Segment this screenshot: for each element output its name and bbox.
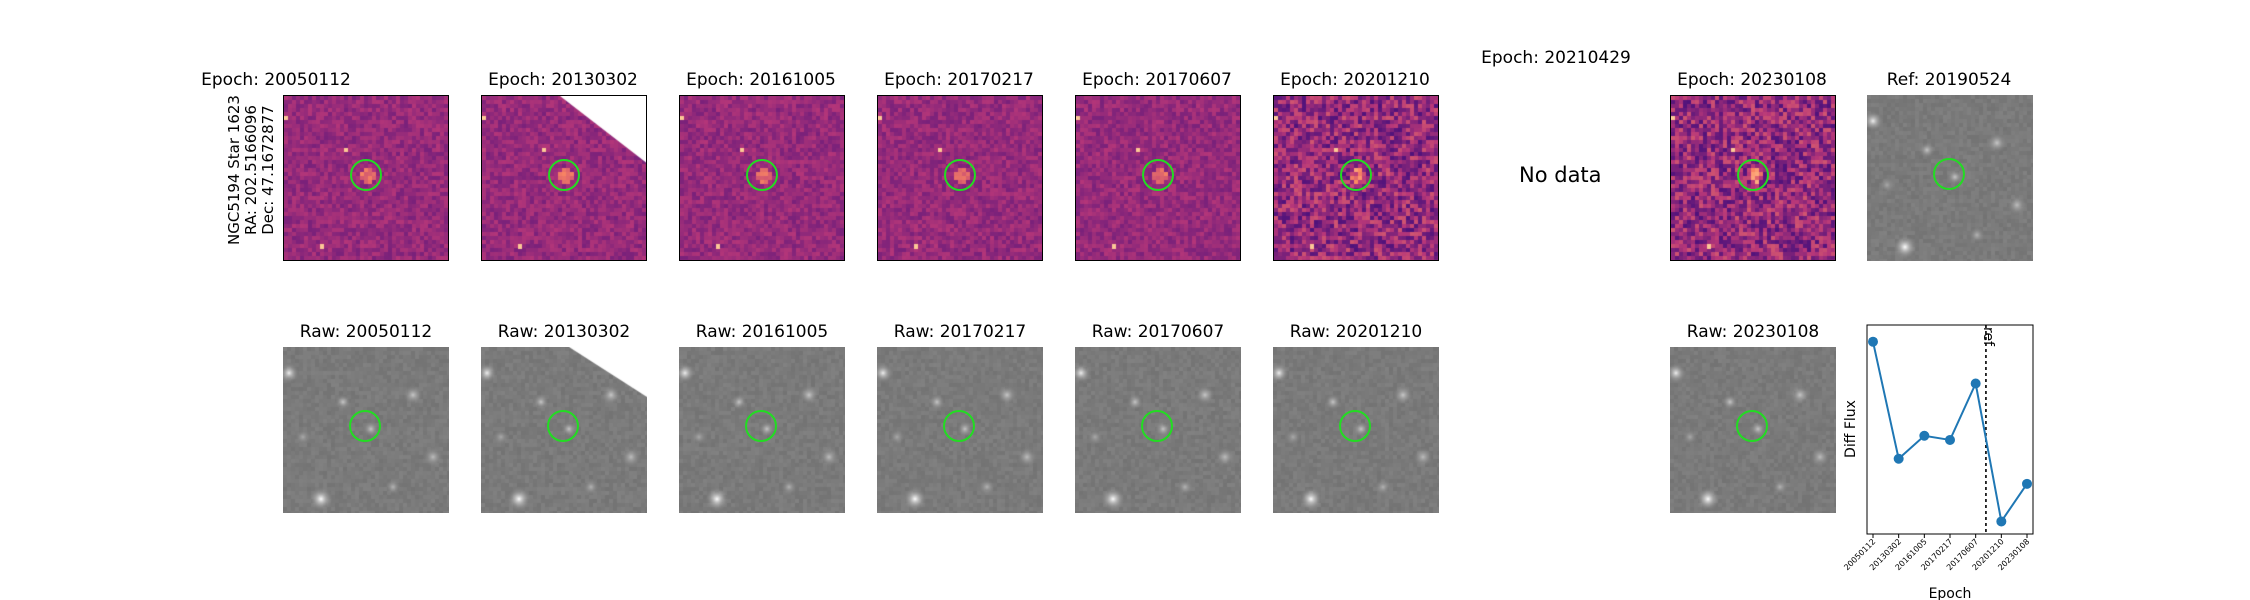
target-circle (746, 159, 778, 191)
diff-title-6: Epoch: 20201210 (1280, 70, 1430, 90)
target-circle (350, 159, 382, 191)
row-label-star: NGC5194 Star 1623 (225, 95, 243, 245)
data-point (1996, 516, 2007, 527)
diff-title-1: Epoch: 20050112 (201, 70, 351, 90)
target-circle (349, 410, 381, 442)
diff-title-7: Epoch: 20210429 (1481, 48, 1631, 68)
raw-image-3 (679, 347, 845, 513)
ref-title: Ref: 20190524 (1886, 70, 2012, 90)
data-point (1868, 336, 1878, 347)
data-point (2022, 478, 2032, 489)
target-circle (944, 159, 976, 191)
raw-image-8 (1670, 347, 1836, 513)
target-circle (1736, 410, 1768, 442)
x-tick-labels: 2005011220130302201610052017021720170607… (1842, 537, 2031, 572)
diff-image-6 (1273, 95, 1439, 261)
raw-title-4: Raw: 20170217 (893, 322, 1027, 342)
target-circle (1141, 410, 1173, 442)
row-label-ra: RA: 202.5166096 (242, 105, 260, 235)
target-circle (1340, 159, 1372, 191)
raw-image-2 (481, 347, 647, 513)
target-circle (1737, 159, 1769, 191)
data-point (1945, 434, 1955, 445)
data-point (1893, 453, 1904, 464)
diff-title-4: Epoch: 20170217 (884, 70, 1034, 90)
raw-image-4 (877, 347, 1043, 513)
diff-image-5 (1075, 95, 1241, 261)
ref-label: ref (1980, 327, 1996, 347)
raw-title-1: Raw: 20050112 (299, 322, 433, 342)
diff-image-1 (283, 95, 449, 261)
raw-image-6 (1273, 347, 1439, 513)
target-circle (745, 410, 777, 442)
no-data-text: No data (1519, 163, 1602, 187)
diff-title-8: Epoch: 20230108 (1677, 70, 1827, 90)
data-point (1919, 430, 1930, 441)
target-circle (943, 410, 975, 442)
raw-title-2: Raw: 20130302 (497, 322, 631, 342)
diff-title-5: Epoch: 20170607 (1082, 70, 1232, 90)
target-circle (1933, 158, 1965, 190)
series-points (1868, 336, 2032, 527)
target-circle (1339, 410, 1371, 442)
raw-title-3: Raw: 20161005 (695, 322, 829, 342)
row-label-dec: Dec: 47.1672877 (259, 105, 277, 235)
raw-title-8: Raw: 20230108 (1686, 322, 1820, 342)
diff-title-2: Epoch: 20130302 (488, 70, 638, 90)
diff-image-3 (679, 95, 845, 261)
diff-image-4 (877, 95, 1043, 261)
x-ticks (1872, 534, 2028, 538)
data-point (1970, 378, 1981, 389)
target-circle (1142, 159, 1174, 191)
raw-title-5: Raw: 20170607 (1091, 322, 1225, 342)
series-line (1872, 341, 2028, 525)
diff-title-3: Epoch: 20161005 (686, 70, 836, 90)
diff-image-2 (481, 95, 647, 261)
y-axis-label: Diff Flux (1843, 400, 1859, 458)
raw-image-1 (283, 347, 449, 513)
ref-image (1867, 95, 2033, 261)
raw-image-5 (1075, 347, 1241, 513)
row-label: NGC5194 Star 1623 RA: 202.5166096 Dec: 4… (225, 95, 277, 245)
raw-title-6: Raw: 20201210 (1289, 322, 1423, 342)
target-circle (547, 410, 579, 442)
target-circle (548, 159, 580, 191)
diff-flux-chart: ref 200501122013030220161005201702172017… (1842, 324, 2034, 600)
x-axis-label: Epoch (1929, 586, 1972, 600)
diff-image-8 (1670, 95, 1836, 261)
